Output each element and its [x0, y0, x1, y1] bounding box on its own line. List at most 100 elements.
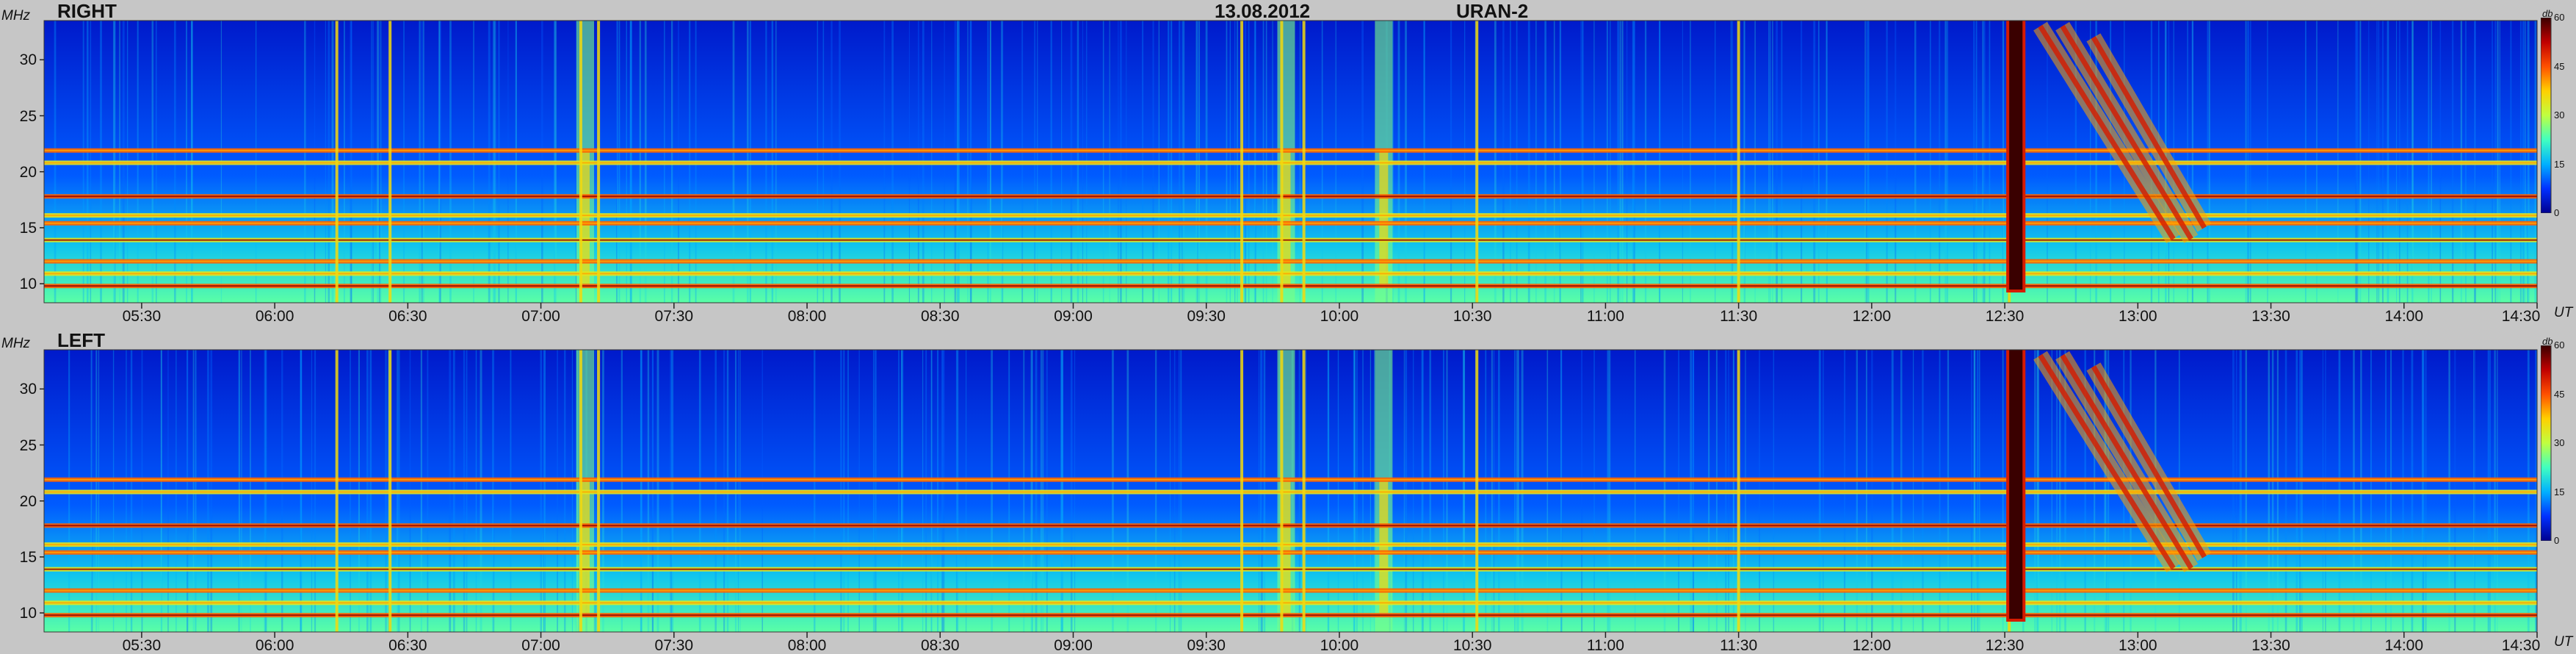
date-label: 13.08.2012: [1215, 0, 1311, 22]
colorbar-unit: db: [2542, 336, 2553, 347]
interference-band-core: [44, 239, 2537, 241]
colorbar-tick-label: 30: [2554, 437, 2565, 448]
x-tick-label: 10:30: [1452, 308, 1492, 325]
colorbar-tick-label: 15: [2554, 158, 2565, 170]
type-ii-lane-core: [2091, 365, 2207, 558]
x-tick-label: 10:30: [1452, 637, 1492, 654]
type-ii-lane-core: [2038, 353, 2176, 569]
x-tick-label: 11:30: [1720, 308, 1758, 325]
x-tick-label: 13:00: [2119, 637, 2157, 654]
type-ii-lane-core: [2091, 36, 2207, 229]
x-tick-label: 08:30: [920, 637, 960, 654]
panel-title: RIGHT: [57, 0, 117, 22]
x-tick-label: 13:30: [2251, 308, 2290, 325]
interference-band-core: [44, 525, 2537, 527]
x-tick-label: 14:30: [2501, 637, 2541, 654]
x-tick-label: 08:30: [920, 308, 960, 325]
type-iii-burst: [2009, 350, 2023, 619]
vertical-interference: [1737, 21, 1740, 303]
x-tick-label: 12:30: [1985, 637, 2025, 654]
vertical-interference: [1302, 350, 1306, 632]
interference-band-core: [44, 260, 2537, 262]
y-tick-label: 10: [19, 276, 37, 293]
x-tick-label: 13:00: [2119, 308, 2157, 325]
x-tick-label: 05:30: [122, 308, 162, 325]
vertical-interference: [1240, 350, 1244, 632]
x-tick-label: 09:30: [1187, 637, 1226, 654]
colorbar-right: [2541, 18, 2552, 213]
x-tick-label: 12:00: [1852, 308, 1892, 325]
type-ii-lane-core: [2038, 24, 2176, 240]
y-tick-label: 25: [19, 436, 37, 454]
x-tick-label: 13:30: [2251, 637, 2290, 654]
vertical-interference: [335, 350, 339, 632]
colorbar-tick-label: 45: [2554, 60, 2565, 72]
y-axis-unit: MHz: [1, 8, 31, 24]
interference-band-core: [44, 195, 2537, 198]
plot-frame: [43, 349, 2538, 633]
vertical-interference: [1475, 21, 1479, 303]
plot-frame: [43, 20, 2538, 303]
colorbar-tick-label: 60: [2554, 339, 2565, 351]
vertical-interference: [1302, 21, 1306, 303]
colorbar-gradient: [2541, 345, 2552, 541]
x-tick-label: 08:00: [787, 637, 827, 654]
interference-band-core: [44, 544, 2537, 546]
y-tick-label: 10: [19, 605, 37, 622]
interference-band-core: [44, 149, 2537, 151]
colorbar-tick-label: 0: [2554, 207, 2560, 218]
x-tick-label: 08:00: [787, 308, 827, 325]
colorbar-tick-label: 30: [2554, 109, 2565, 121]
vertical-interference: [1280, 350, 1284, 632]
x-tick-label: 10:00: [1320, 637, 1359, 654]
y-axis-unit: MHz: [1, 336, 31, 351]
x-tick-label: 11:00: [1586, 637, 1624, 654]
x-tick-label: 09:30: [1187, 308, 1226, 325]
y-tick-label: 20: [19, 492, 37, 510]
vertical-interference: [1475, 350, 1479, 632]
x-tick-label: 06:30: [388, 308, 427, 325]
colorbar-tick-label: 45: [2554, 388, 2565, 400]
x-tick-label: 06:00: [255, 637, 294, 654]
interference-band-core: [44, 568, 2537, 570]
interference-band-core: [44, 478, 2537, 481]
interference-band-core: [44, 273, 2537, 275]
instrument-label: URAN-2: [1456, 0, 1529, 22]
vertical-interference: [1280, 21, 1284, 303]
vertical-interference: [388, 350, 392, 632]
interference-band-core: [44, 222, 2537, 224]
x-tick-label: 06:00: [255, 308, 294, 325]
interference-band-core: [44, 589, 2537, 592]
x-tick-label: 12:00: [1852, 637, 1892, 654]
panel-title: LEFT: [57, 329, 105, 351]
y-tick-label: 30: [19, 381, 37, 398]
x-tick-label: 06:30: [388, 637, 427, 654]
interference-band-core: [44, 162, 2537, 164]
colorbar-tick-label: 60: [2554, 12, 2565, 23]
vertical-interference: [335, 21, 339, 303]
vertical-interference: [597, 21, 601, 303]
type-iii-burst: [2009, 21, 2023, 290]
type-ii-lane-core: [2060, 24, 2193, 240]
interference-band-core: [44, 614, 2537, 617]
x-tick-label: 09:00: [1054, 308, 1093, 325]
spectrogram-left: [40, 349, 2538, 638]
x-tick-label: 07:30: [654, 308, 694, 325]
vertical-interference: [579, 350, 582, 632]
colorbar-gradient: [2541, 18, 2552, 213]
spectrogram-panel-left: LEFT MHz UT 10 15 20 25 30 05:30 06:00 06:30 07…: [0, 326, 2576, 653]
x-axis-unit: UT: [2554, 305, 2573, 320]
x-tick-label: 07:00: [521, 637, 560, 654]
interference-band-core: [44, 491, 2537, 493]
type-ii-lane-core: [2060, 353, 2193, 569]
interference-band-core: [44, 551, 2537, 553]
vertical-interference: [1240, 21, 1244, 303]
y-tick-label: 15: [19, 548, 37, 566]
colorbar-tick-label: 0: [2554, 535, 2560, 546]
x-tick-label: 05:30: [122, 637, 162, 654]
interference-band-core: [44, 285, 2537, 287]
interference-band-core: [44, 602, 2537, 604]
x-axis-unit: UT: [2554, 634, 2573, 650]
x-tick-label: 14:00: [2384, 308, 2424, 325]
vertical-interference: [1737, 350, 1740, 632]
